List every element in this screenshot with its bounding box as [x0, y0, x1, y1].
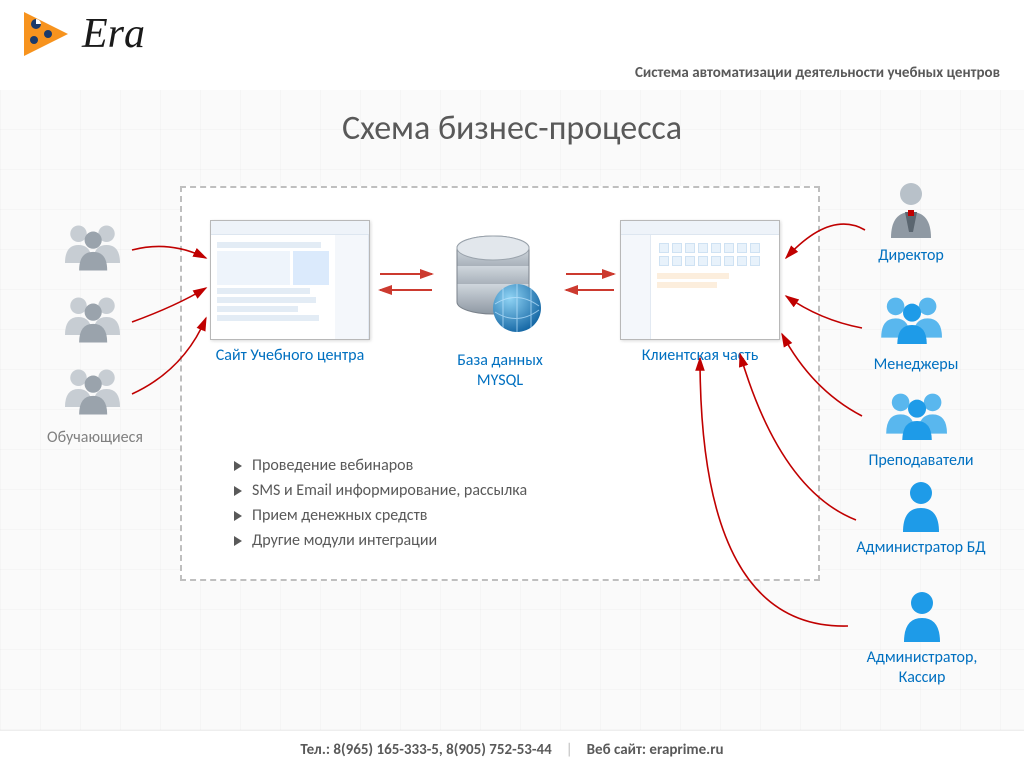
- students-label: Обучающиеся: [38, 422, 152, 448]
- logo: Era: [18, 6, 145, 62]
- role-dba-label: Администратор БД: [846, 538, 996, 558]
- tagline: Система автоматизации деятельности учебн…: [635, 64, 1000, 82]
- footer: Тел.: 8(965) 165-333-5, 8(905) 752-53-44…: [0, 730, 1024, 768]
- node-client: Клиентская часть: [620, 220, 780, 366]
- website-screenshot-icon: [210, 220, 370, 340]
- bullet-item: Прием денежных средств: [234, 506, 527, 525]
- role-dba: Администратор БД: [846, 480, 996, 558]
- footer-site-label: Веб сайт:: [587, 741, 646, 759]
- people-blue-icon: [879, 386, 963, 440]
- footer-site: eraprime.ru: [649, 741, 723, 759]
- director-icon: [881, 178, 941, 240]
- students-group-3: [60, 364, 130, 423]
- bullet-item: SMS и Email информирование, рассылка: [234, 481, 527, 500]
- header: Era Система автоматизации деятельности у…: [0, 0, 1024, 90]
- logo-icon: [18, 6, 74, 62]
- bullet-item: Проведение вебинаров: [234, 456, 527, 475]
- client-screenshot-icon: [620, 220, 780, 340]
- logo-text: Era: [82, 10, 145, 58]
- people-gray-icon: [60, 292, 130, 346]
- node-website-label: Сайт Учебного центра: [210, 346, 370, 366]
- students-label-text: Обучающиеся: [38, 428, 152, 448]
- node-database: База данных MYSQL: [440, 230, 560, 391]
- role-managers-label: Менеджеры: [856, 355, 976, 375]
- node-client-label: Клиентская часть: [620, 346, 780, 366]
- role-managers: Менеджеры: [856, 290, 976, 375]
- person-blue-icon: [899, 480, 943, 532]
- role-director: Директор: [856, 178, 966, 266]
- person-blue-icon: [900, 590, 944, 642]
- diagram-canvas: Схема бизнес-процесса Са: [0, 90, 1024, 730]
- footer-separator: |: [566, 741, 573, 759]
- students-group-1: [60, 220, 130, 279]
- page-title: Схема бизнес-процесса: [0, 90, 1024, 149]
- role-admin-cashier: Администратор, Кассир: [842, 590, 1002, 688]
- people-gray-icon: [60, 220, 130, 274]
- people-gray-icon: [60, 364, 130, 418]
- role-teachers-label: Преподаватели: [856, 451, 986, 471]
- role-admin-cashier-label: Администратор, Кассир: [842, 648, 1002, 688]
- footer-phone: Тел.: 8(965) 165-333-5, 8(905) 752-53-44: [300, 741, 551, 759]
- node-website: Сайт Учебного центра: [210, 220, 370, 366]
- node-database-label: База данных MYSQL: [440, 351, 560, 391]
- bullet-item: Другие модули интеграции: [234, 531, 527, 550]
- students-group-2: [60, 292, 130, 351]
- role-teachers: Преподаватели: [856, 386, 986, 471]
- database-icon: [445, 230, 555, 340]
- feature-bullets: Проведение вебинаров SMS и Email информи…: [234, 450, 527, 556]
- people-blue-icon: [874, 290, 958, 344]
- role-director-label: Директор: [856, 246, 966, 266]
